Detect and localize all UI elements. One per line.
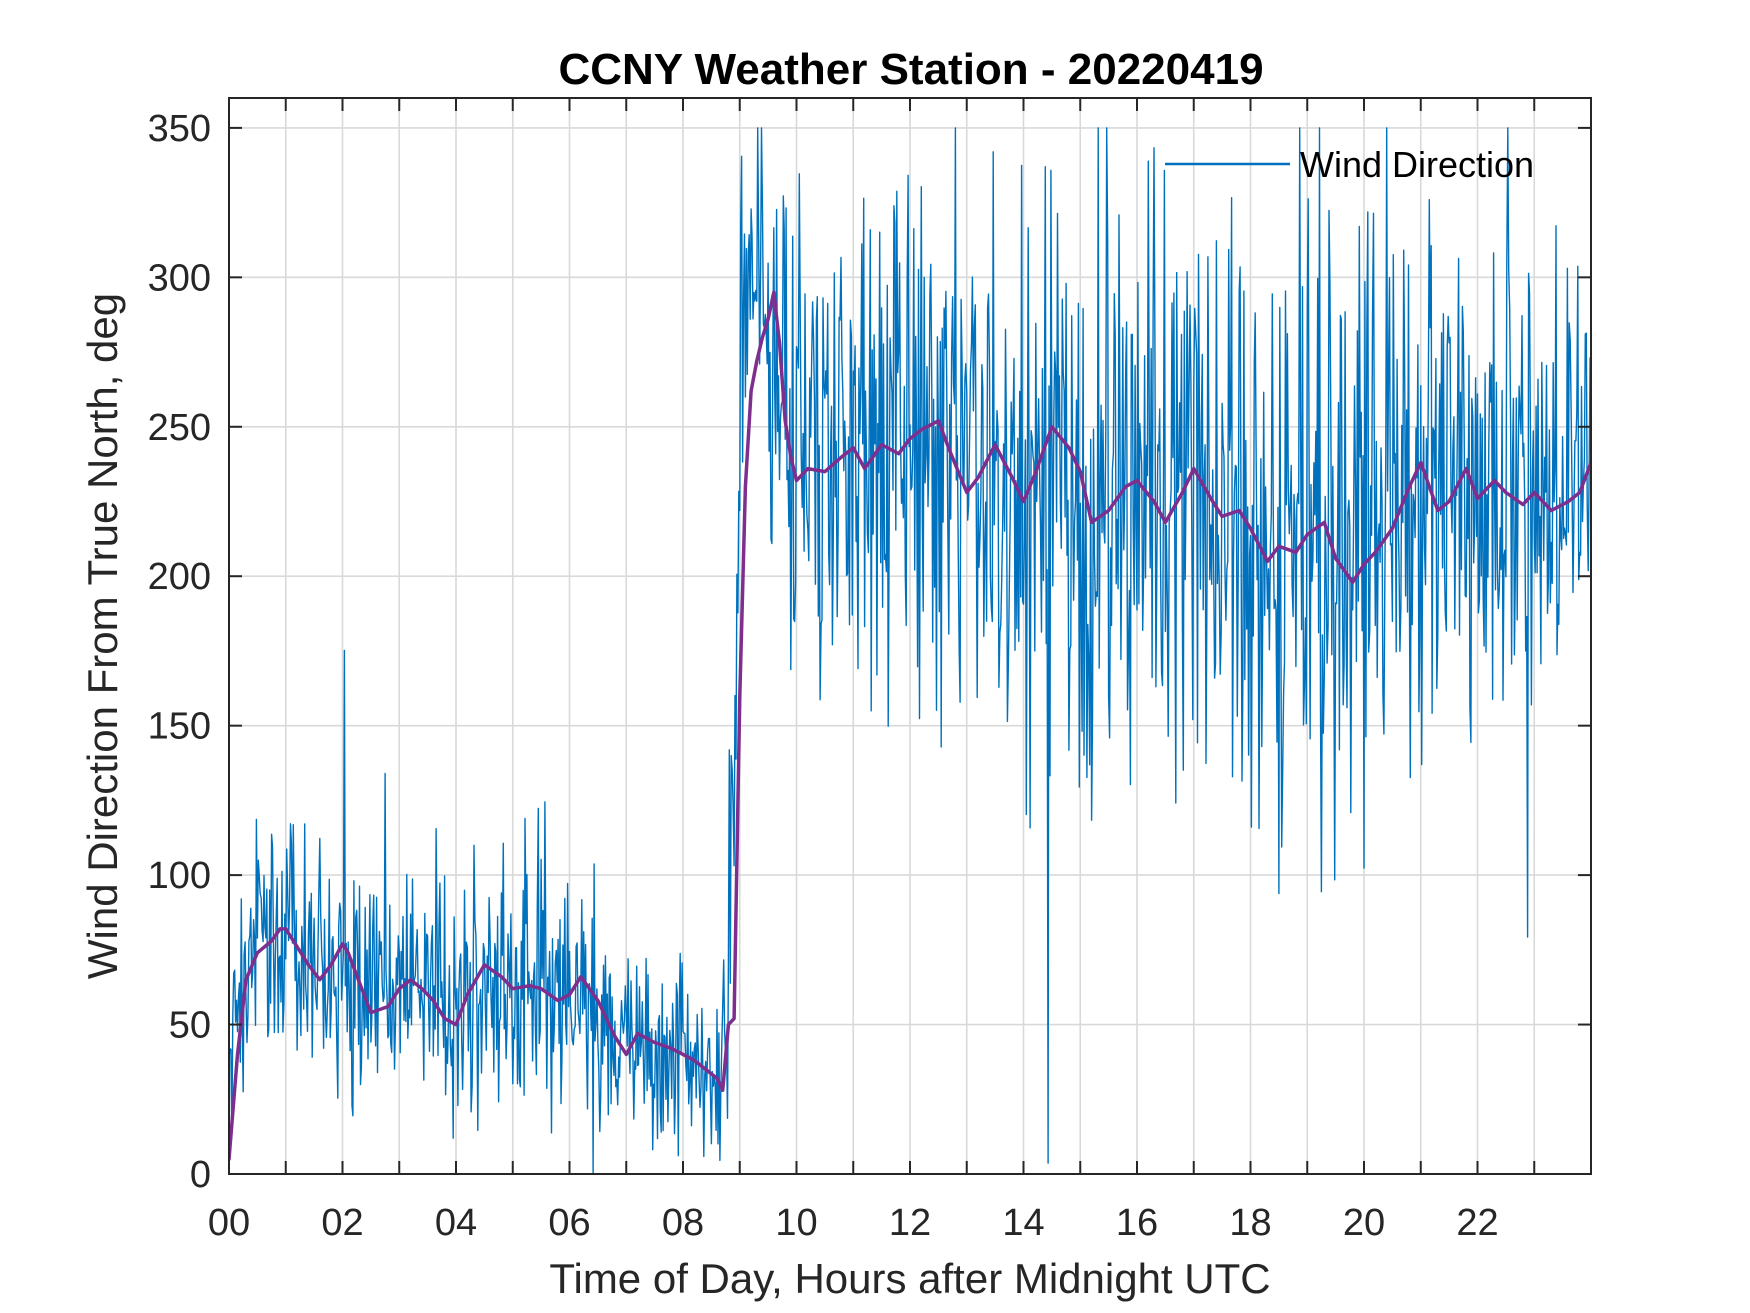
x-axis-label: Time of Day, Hours after Midnight UTC — [549, 1255, 1270, 1302]
series-line-smoothed — [229, 290, 1591, 1161]
legend-label-wind-direction: Wind Direction — [1300, 144, 1534, 185]
axes-box — [228, 97, 1592, 1175]
y-tick-label: 250 — [148, 407, 211, 449]
y-tick-labels: 0 50 100 150 200 250 300 350 — [148, 108, 211, 1196]
y-tick-label: 0 — [190, 1154, 211, 1196]
y-tick-label: 350 — [148, 108, 211, 150]
x-tick-label: 04 — [435, 1202, 477, 1244]
y-tick-label: 100 — [148, 855, 211, 897]
y-tick-label: 50 — [169, 1005, 211, 1047]
plot-series — [229, 127, 1591, 1174]
x-tick-label: 02 — [321, 1202, 363, 1244]
series-line-wind-direction — [229, 127, 1591, 1174]
y-axis-label: Wind Direction From True North, deg — [79, 293, 126, 979]
x-tick-label: 16 — [1116, 1202, 1158, 1244]
x-tick-label: 00 — [208, 1202, 250, 1244]
x-tick-label: 20 — [1343, 1202, 1385, 1244]
x-tick-label: 06 — [548, 1202, 590, 1244]
x-tick-label: 22 — [1456, 1202, 1498, 1244]
x-tick-label: 14 — [1002, 1202, 1044, 1244]
x-axis-ticks — [284, 98, 1536, 1174]
x-tick-label: 10 — [775, 1202, 817, 1244]
x-tick-labels: 00 02 04 06 08 10 12 14 16 18 20 22 — [208, 1202, 1499, 1244]
chart-title: CCNY Weather Station - 20220419 — [558, 45, 1263, 94]
y-tick-label: 200 — [148, 556, 211, 598]
x-tick-label: 18 — [1229, 1202, 1271, 1244]
y-tick-label: 300 — [148, 257, 211, 299]
legend: Wind Direction — [1165, 144, 1534, 185]
x-tick-label: 12 — [889, 1202, 931, 1244]
y-tick-label: 150 — [148, 706, 211, 748]
x-tick-label: 08 — [662, 1202, 704, 1244]
